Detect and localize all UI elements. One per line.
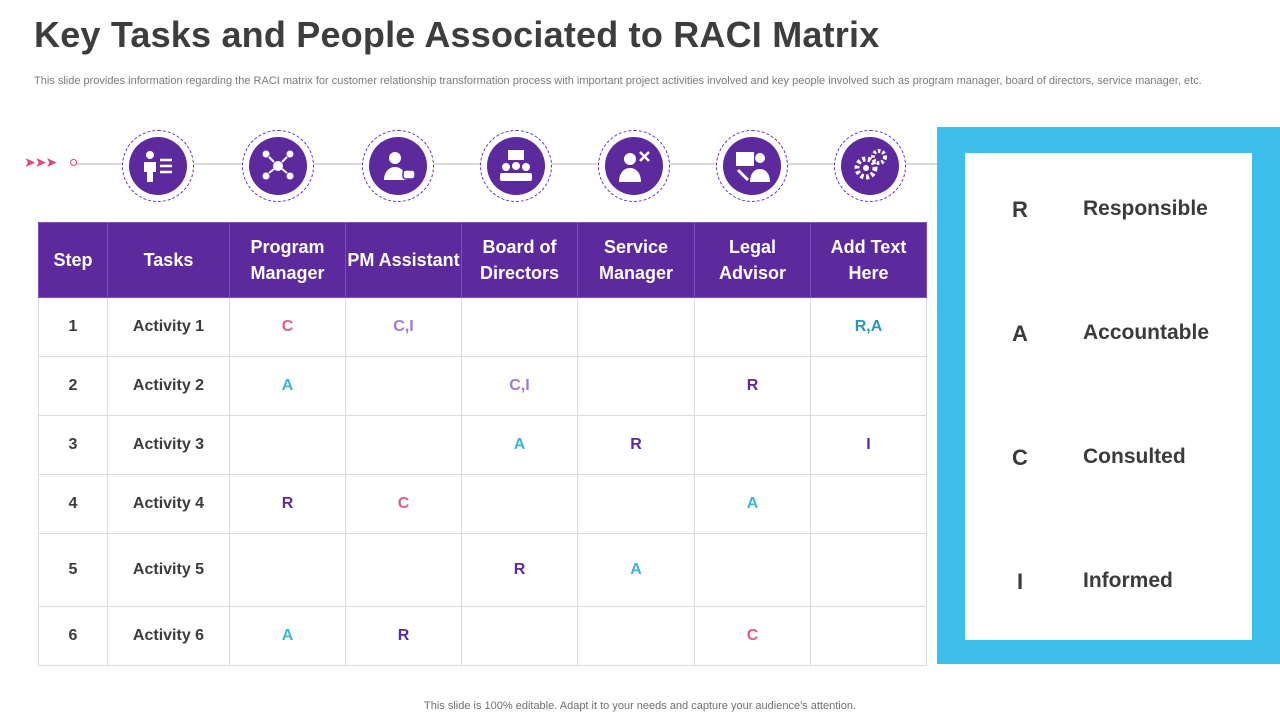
page-subtitle: This slide provides information regardin… xyxy=(34,75,1202,87)
raci-cell xyxy=(694,533,811,607)
legend-label: Accountable xyxy=(1083,321,1210,344)
presenter-checklist-icon xyxy=(122,130,194,202)
raci-cell xyxy=(461,474,578,534)
legend-letter: A xyxy=(1012,321,1028,346)
legend-label: Responsible xyxy=(1083,197,1208,220)
step-cell: 6 xyxy=(38,606,108,666)
raci-table: Step Tasks Program Manager PM Assistant … xyxy=(38,222,927,666)
task-cell: Activity 5 xyxy=(107,533,230,607)
step-cell: 4 xyxy=(38,474,108,534)
raci-cell: R xyxy=(345,606,462,666)
raci-cell xyxy=(461,606,578,666)
legend-letter: R xyxy=(1012,197,1028,222)
raci-cell: R,A xyxy=(810,297,927,357)
legend-item-accountable: A Accountable xyxy=(965,321,1252,361)
raci-cell xyxy=(694,415,811,475)
header-board-of-directors: Board of Directors xyxy=(461,222,578,298)
raci-cell: C,I xyxy=(461,356,578,416)
header-pm-assistant: PM Assistant xyxy=(345,222,462,298)
step-cell: 2 xyxy=(38,356,108,416)
raci-cell xyxy=(577,606,695,666)
raci-cell xyxy=(810,606,927,666)
header-service-manager: Service Manager xyxy=(577,222,695,298)
raci-cell xyxy=(694,297,811,357)
raci-cell: R xyxy=(694,356,811,416)
raci-cell: A xyxy=(461,415,578,475)
raci-cell xyxy=(577,356,695,416)
step-cell: 1 xyxy=(38,297,108,357)
raci-cell: C xyxy=(229,297,346,357)
table-row: 4 Activity 4 R C A xyxy=(38,474,927,534)
raci-cell xyxy=(345,533,462,607)
raci-cell: A xyxy=(694,474,811,534)
raci-cell xyxy=(345,415,462,475)
raci-cell: C,I xyxy=(345,297,462,357)
legend-item-responsible: R Responsible xyxy=(965,197,1252,237)
raci-cell: R xyxy=(229,474,346,534)
header-tasks: Tasks xyxy=(107,222,230,298)
table-row: 3 Activity 3 A R I xyxy=(38,415,927,475)
header-step: Step xyxy=(38,222,108,298)
step-cell: 3 xyxy=(38,415,108,475)
gears-icon xyxy=(834,130,906,202)
legend-label: Consulted xyxy=(1083,445,1186,468)
raci-cell xyxy=(810,356,927,416)
header-add-text: Add Text Here xyxy=(810,222,927,298)
table-row: 6 Activity 6 A R C xyxy=(38,606,927,666)
legend-letter: C xyxy=(1012,445,1028,470)
task-cell: Activity 2 xyxy=(107,356,230,416)
task-cell: Activity 4 xyxy=(107,474,230,534)
raci-cell xyxy=(229,415,346,475)
raci-cell xyxy=(345,356,462,416)
raci-cell: C xyxy=(345,474,462,534)
page-title: Key Tasks and People Associated to RACI … xyxy=(34,14,880,55)
table-row: 2 Activity 2 A C,I R xyxy=(38,356,927,416)
raci-cell xyxy=(229,533,346,607)
arrows-icon: ➤➤➤ xyxy=(24,154,57,170)
raci-cell: R xyxy=(577,415,695,475)
task-cell: Activity 6 xyxy=(107,606,230,666)
task-cell: Activity 3 xyxy=(107,415,230,475)
legend-item-informed: I Informed xyxy=(965,569,1252,609)
raci-cell: A xyxy=(229,606,346,666)
legend-panel: R Responsible A Accountable C Consulted … xyxy=(965,153,1252,640)
raci-cell: A xyxy=(577,533,695,607)
table-header-row: Step Tasks Program Manager PM Assistant … xyxy=(38,222,927,298)
raci-cell: A xyxy=(229,356,346,416)
footer-note: This slide is 100% editable. Adapt it to… xyxy=(424,700,856,712)
board-meeting-icon xyxy=(480,130,552,202)
timeline-start-dot xyxy=(70,159,77,166)
raci-cell xyxy=(461,297,578,357)
table-row: 5 Activity 5 R A xyxy=(38,533,927,607)
raci-cell xyxy=(810,533,927,607)
raci-cell: I xyxy=(810,415,927,475)
raci-cell: C xyxy=(694,606,811,666)
header-program-manager: Program Manager xyxy=(229,222,346,298)
team-network-icon xyxy=(242,130,314,202)
header-legal-advisor: Legal Advisor xyxy=(694,222,811,298)
table-row: 1 Activity 1 C C,I R,A xyxy=(38,297,927,357)
raci-cell: R xyxy=(461,533,578,607)
legend-item-consulted: C Consulted xyxy=(965,445,1252,485)
legend-label: Informed xyxy=(1083,569,1173,592)
legal-advisor-icon xyxy=(716,130,788,202)
task-cell: Activity 1 xyxy=(107,297,230,357)
step-cell: 5 xyxy=(38,533,108,607)
raci-cell xyxy=(577,474,695,534)
service-tools-icon xyxy=(598,130,670,202)
assistant-chat-icon xyxy=(362,130,434,202)
raci-cell xyxy=(810,474,927,534)
raci-cell xyxy=(577,297,695,357)
legend-letter: I xyxy=(1016,569,1024,594)
